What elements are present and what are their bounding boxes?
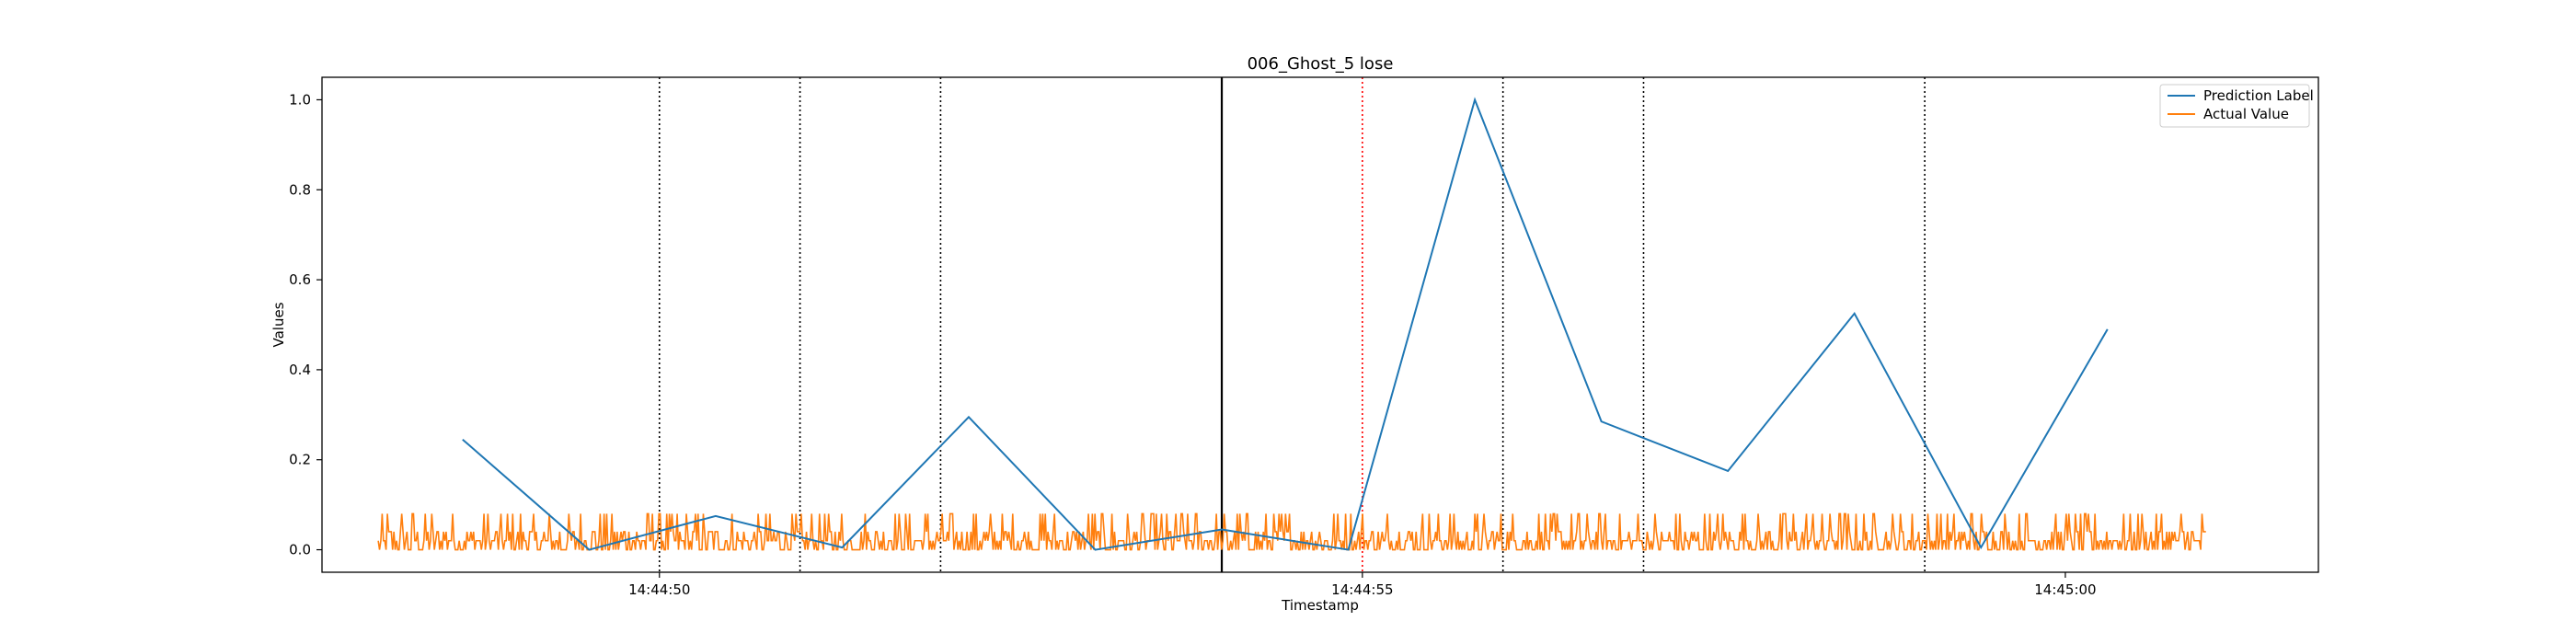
y-tick-label: 0.0 — [289, 542, 311, 558]
y-axis: 0.0 0.2 0.4 0.6 0.8 1.0 — [289, 91, 322, 558]
axes-frame — [321, 76, 2319, 573]
y-tick-label: 0.2 — [289, 452, 311, 468]
vertical-lines — [658, 77, 1926, 572]
y-tick-label: 1.0 — [289, 91, 311, 108]
actual-value-line — [377, 512, 2206, 551]
x-tick-label: 14:45:00 — [2034, 581, 2096, 598]
legend-box — [2159, 84, 2310, 128]
x-axis-label: Timestamp — [1281, 597, 1359, 614]
legend-label-actual: Actual Value — [2203, 106, 2289, 122]
chart-title: 006_Ghost_5 lose — [1248, 54, 1394, 74]
y-tick-label: 0.4 — [289, 362, 311, 378]
y-tick-label: 0.8 — [289, 181, 311, 198]
plot-area — [321, 76, 2319, 573]
prediction-label-line — [462, 97, 2109, 551]
x-tick-label: 14:44:50 — [628, 581, 690, 598]
series-actual-value — [377, 512, 2206, 551]
x-tick-label: 14:44:55 — [1331, 581, 1393, 598]
x-axis: 14:44:50 14:44:55 14:45:00 — [628, 572, 2097, 598]
y-tick-label: 0.6 — [289, 271, 311, 288]
series-prediction-label — [462, 97, 2109, 551]
legend-label-prediction: Prediction Label — [2203, 87, 2314, 104]
legend: Prediction Label Actual Value — [2159, 84, 2314, 128]
y-axis-label: Values — [270, 302, 287, 347]
